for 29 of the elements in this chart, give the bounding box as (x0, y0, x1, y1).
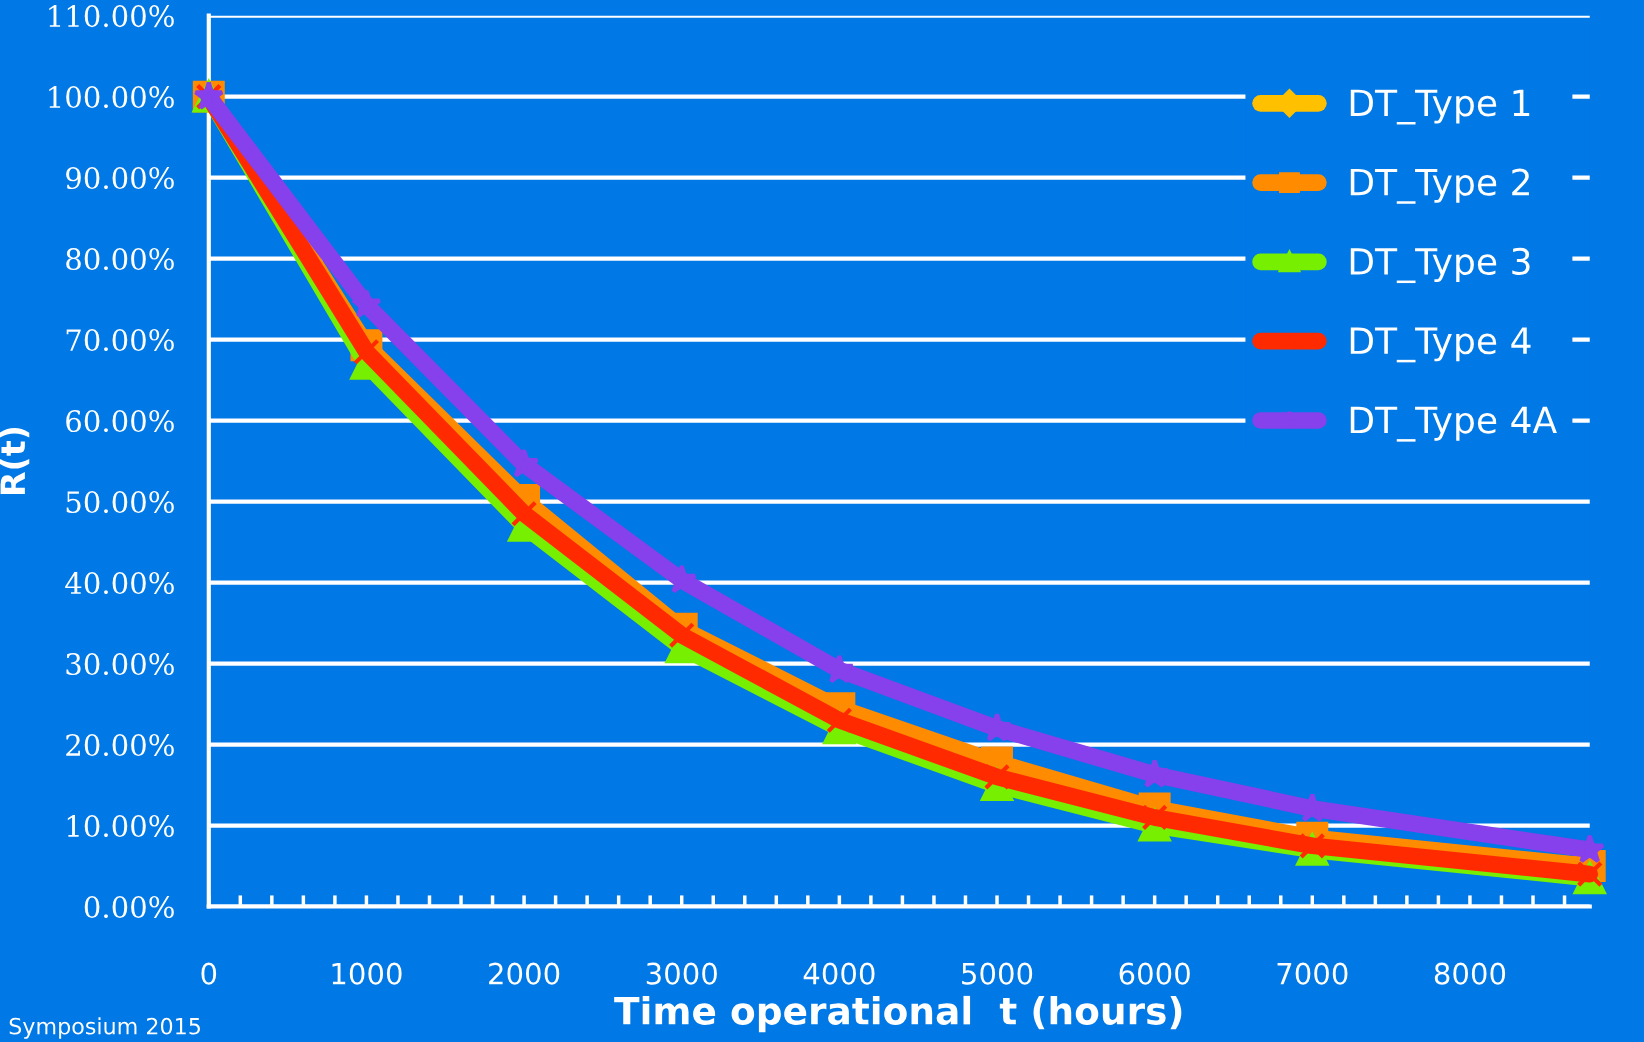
text: Symposium 2015 (9, 1017, 200, 1039)
legend-label: DT_Type 4A (1350, 406, 1557, 442)
y-tick-label: 90.00% (66, 167, 174, 190)
x-tick-label: 5000 (962, 962, 1033, 985)
x-tick-label: 0 (201, 962, 217, 985)
legend-label: DT_Type 1 (1350, 89, 1530, 125)
y-tick-label: 70.00% (66, 329, 174, 352)
x-tick-label: 6000 (1119, 962, 1190, 985)
legend-label: DT_Type 2 (1350, 168, 1529, 204)
x-axis-title: Time operational t (hours) (614, 995, 1182, 1033)
x-tick-label: 3000 (646, 962, 717, 985)
y-axis-title: R(t) (0, 427, 30, 495)
legend-label: DT_Type 3 (1350, 247, 1530, 284)
x-tick-label: 2000 (489, 962, 560, 985)
y-tick-label: 60.00% (66, 410, 174, 433)
legend-label: DT_Type 4 (1350, 327, 1531, 363)
x-tick-label: 1000 (332, 962, 402, 985)
x-tick-label: 4000 (803, 962, 875, 985)
x-tick-label: 7000 (1277, 962, 1348, 985)
y-tick-label: 0.00% (84, 895, 174, 919)
y-tick-label: 20.00% (66, 733, 174, 757)
y-tick-label: 110.00% (49, 5, 174, 28)
y-tick-label: 10.00% (67, 814, 174, 838)
y-tick-label: 100.00% (49, 86, 174, 109)
y-tick-label: 50.00% (66, 491, 174, 514)
y-tick-label: 40.00% (65, 572, 174, 595)
y-tick-label: 30.00% (66, 653, 174, 676)
y-tick-label: 80.00% (66, 248, 174, 271)
x-tick-label: 8000 (1434, 962, 1506, 985)
